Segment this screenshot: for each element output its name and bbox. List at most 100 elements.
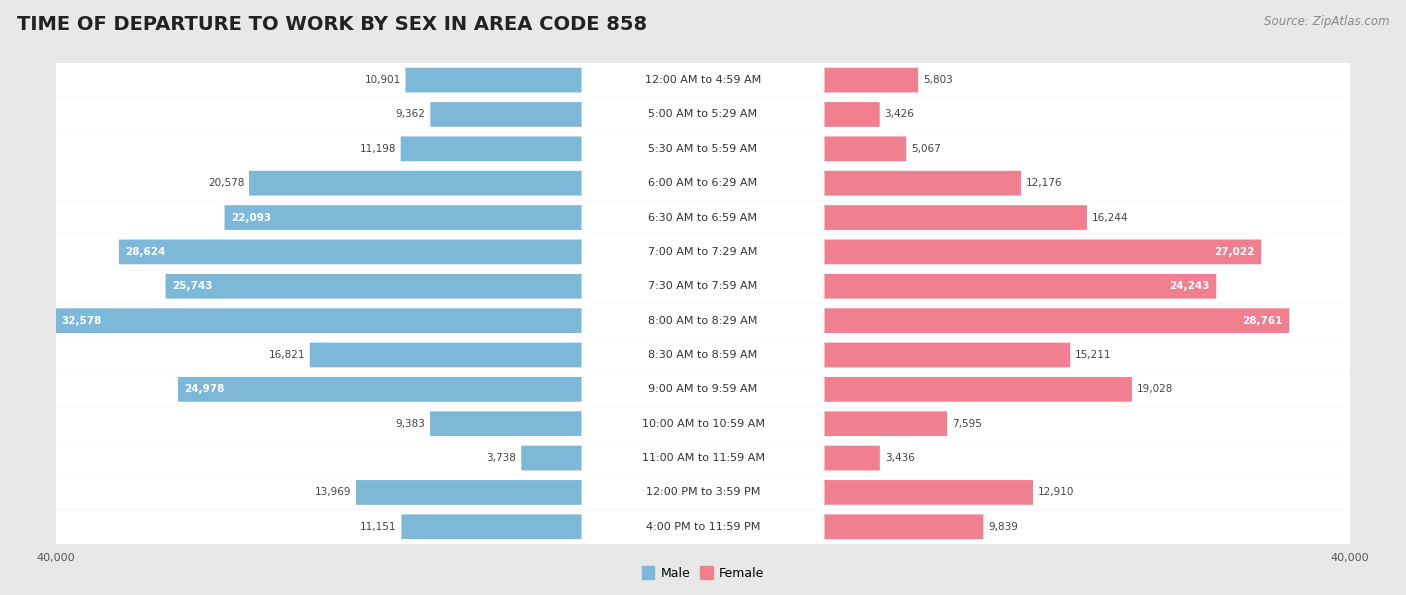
Text: 5,803: 5,803	[922, 75, 953, 85]
FancyBboxPatch shape	[824, 480, 1033, 505]
FancyBboxPatch shape	[53, 235, 1353, 269]
Text: 12,910: 12,910	[1038, 487, 1074, 497]
Text: 25,743: 25,743	[172, 281, 212, 292]
Text: 5:00 AM to 5:29 AM: 5:00 AM to 5:29 AM	[648, 109, 758, 120]
FancyBboxPatch shape	[53, 166, 1353, 201]
Text: 27,022: 27,022	[1215, 247, 1254, 257]
Text: 12:00 AM to 4:59 AM: 12:00 AM to 4:59 AM	[645, 75, 761, 85]
Text: 10,901: 10,901	[364, 75, 401, 85]
FancyBboxPatch shape	[53, 201, 1353, 235]
Text: 12:00 PM to 3:59 PM: 12:00 PM to 3:59 PM	[645, 487, 761, 497]
FancyBboxPatch shape	[582, 344, 824, 367]
Text: TIME OF DEPARTURE TO WORK BY SEX IN AREA CODE 858: TIME OF DEPARTURE TO WORK BY SEX IN AREA…	[17, 15, 647, 34]
Text: 8:30 AM to 8:59 AM: 8:30 AM to 8:59 AM	[648, 350, 758, 360]
Legend: Male, Female: Male, Female	[637, 562, 769, 585]
Text: Source: ZipAtlas.com: Source: ZipAtlas.com	[1264, 15, 1389, 28]
FancyBboxPatch shape	[249, 171, 582, 196]
Text: 9,383: 9,383	[395, 419, 425, 429]
Text: 6:30 AM to 6:59 AM: 6:30 AM to 6:59 AM	[648, 212, 758, 223]
FancyBboxPatch shape	[824, 205, 1087, 230]
FancyBboxPatch shape	[55, 308, 582, 333]
Text: 9:00 AM to 9:59 AM: 9:00 AM to 9:59 AM	[648, 384, 758, 394]
FancyBboxPatch shape	[582, 172, 824, 195]
FancyBboxPatch shape	[824, 136, 907, 161]
Text: 19,028: 19,028	[1137, 384, 1173, 394]
Text: 9,362: 9,362	[395, 109, 426, 120]
FancyBboxPatch shape	[53, 131, 1353, 166]
Text: 28,624: 28,624	[125, 247, 166, 257]
FancyBboxPatch shape	[225, 205, 582, 230]
Text: 28,761: 28,761	[1243, 315, 1282, 325]
Text: 20,578: 20,578	[208, 178, 245, 188]
FancyBboxPatch shape	[824, 68, 918, 92]
FancyBboxPatch shape	[582, 481, 824, 504]
FancyBboxPatch shape	[53, 509, 1353, 544]
Text: 6:00 AM to 6:29 AM: 6:00 AM to 6:29 AM	[648, 178, 758, 188]
Text: 13,969: 13,969	[315, 487, 352, 497]
Text: 10:00 AM to 10:59 AM: 10:00 AM to 10:59 AM	[641, 419, 765, 429]
FancyBboxPatch shape	[582, 378, 824, 400]
FancyBboxPatch shape	[53, 441, 1353, 475]
FancyBboxPatch shape	[356, 480, 582, 505]
FancyBboxPatch shape	[582, 309, 824, 332]
Text: 5:30 AM to 5:59 AM: 5:30 AM to 5:59 AM	[648, 144, 758, 154]
Text: 5,067: 5,067	[911, 144, 941, 154]
Text: 9,839: 9,839	[988, 522, 1018, 532]
Text: 24,978: 24,978	[184, 384, 225, 394]
FancyBboxPatch shape	[401, 136, 582, 161]
FancyBboxPatch shape	[824, 308, 1289, 333]
FancyBboxPatch shape	[53, 372, 1353, 406]
FancyBboxPatch shape	[120, 240, 582, 264]
Text: 16,244: 16,244	[1092, 212, 1128, 223]
Text: 8:00 AM to 8:29 AM: 8:00 AM to 8:29 AM	[648, 315, 758, 325]
FancyBboxPatch shape	[402, 515, 582, 539]
Text: 3,436: 3,436	[884, 453, 914, 463]
FancyBboxPatch shape	[309, 343, 582, 367]
FancyBboxPatch shape	[53, 98, 1353, 131]
FancyBboxPatch shape	[53, 338, 1353, 372]
Text: 11,198: 11,198	[360, 144, 396, 154]
FancyBboxPatch shape	[582, 240, 824, 263]
FancyBboxPatch shape	[430, 411, 582, 436]
FancyBboxPatch shape	[53, 475, 1353, 509]
FancyBboxPatch shape	[824, 102, 880, 127]
Text: 12,176: 12,176	[1026, 178, 1063, 188]
FancyBboxPatch shape	[824, 515, 983, 539]
FancyBboxPatch shape	[53, 63, 1353, 98]
FancyBboxPatch shape	[53, 406, 1353, 441]
FancyBboxPatch shape	[582, 412, 824, 435]
Text: 7,595: 7,595	[952, 419, 981, 429]
FancyBboxPatch shape	[582, 103, 824, 126]
Text: 7:00 AM to 7:29 AM: 7:00 AM to 7:29 AM	[648, 247, 758, 257]
FancyBboxPatch shape	[582, 137, 824, 160]
FancyBboxPatch shape	[582, 69, 824, 92]
Text: 4:00 PM to 11:59 PM: 4:00 PM to 11:59 PM	[645, 522, 761, 532]
FancyBboxPatch shape	[582, 275, 824, 298]
Text: 16,821: 16,821	[269, 350, 305, 360]
FancyBboxPatch shape	[53, 303, 1353, 338]
FancyBboxPatch shape	[824, 446, 880, 471]
Text: 7:30 AM to 7:59 AM: 7:30 AM to 7:59 AM	[648, 281, 758, 292]
FancyBboxPatch shape	[179, 377, 582, 402]
FancyBboxPatch shape	[824, 171, 1021, 196]
FancyBboxPatch shape	[582, 515, 824, 538]
FancyBboxPatch shape	[430, 102, 582, 127]
Text: 11:00 AM to 11:59 AM: 11:00 AM to 11:59 AM	[641, 453, 765, 463]
FancyBboxPatch shape	[582, 447, 824, 469]
Text: 15,211: 15,211	[1076, 350, 1112, 360]
FancyBboxPatch shape	[582, 206, 824, 229]
FancyBboxPatch shape	[824, 240, 1261, 264]
Text: 3,738: 3,738	[486, 453, 516, 463]
Text: 11,151: 11,151	[360, 522, 396, 532]
Text: 32,578: 32,578	[62, 315, 101, 325]
Text: 24,243: 24,243	[1170, 281, 1209, 292]
FancyBboxPatch shape	[166, 274, 582, 299]
FancyBboxPatch shape	[53, 269, 1353, 303]
FancyBboxPatch shape	[824, 377, 1132, 402]
FancyBboxPatch shape	[405, 68, 582, 92]
FancyBboxPatch shape	[824, 411, 948, 436]
Text: 22,093: 22,093	[231, 212, 271, 223]
FancyBboxPatch shape	[522, 446, 582, 471]
FancyBboxPatch shape	[824, 343, 1070, 367]
FancyBboxPatch shape	[824, 274, 1216, 299]
